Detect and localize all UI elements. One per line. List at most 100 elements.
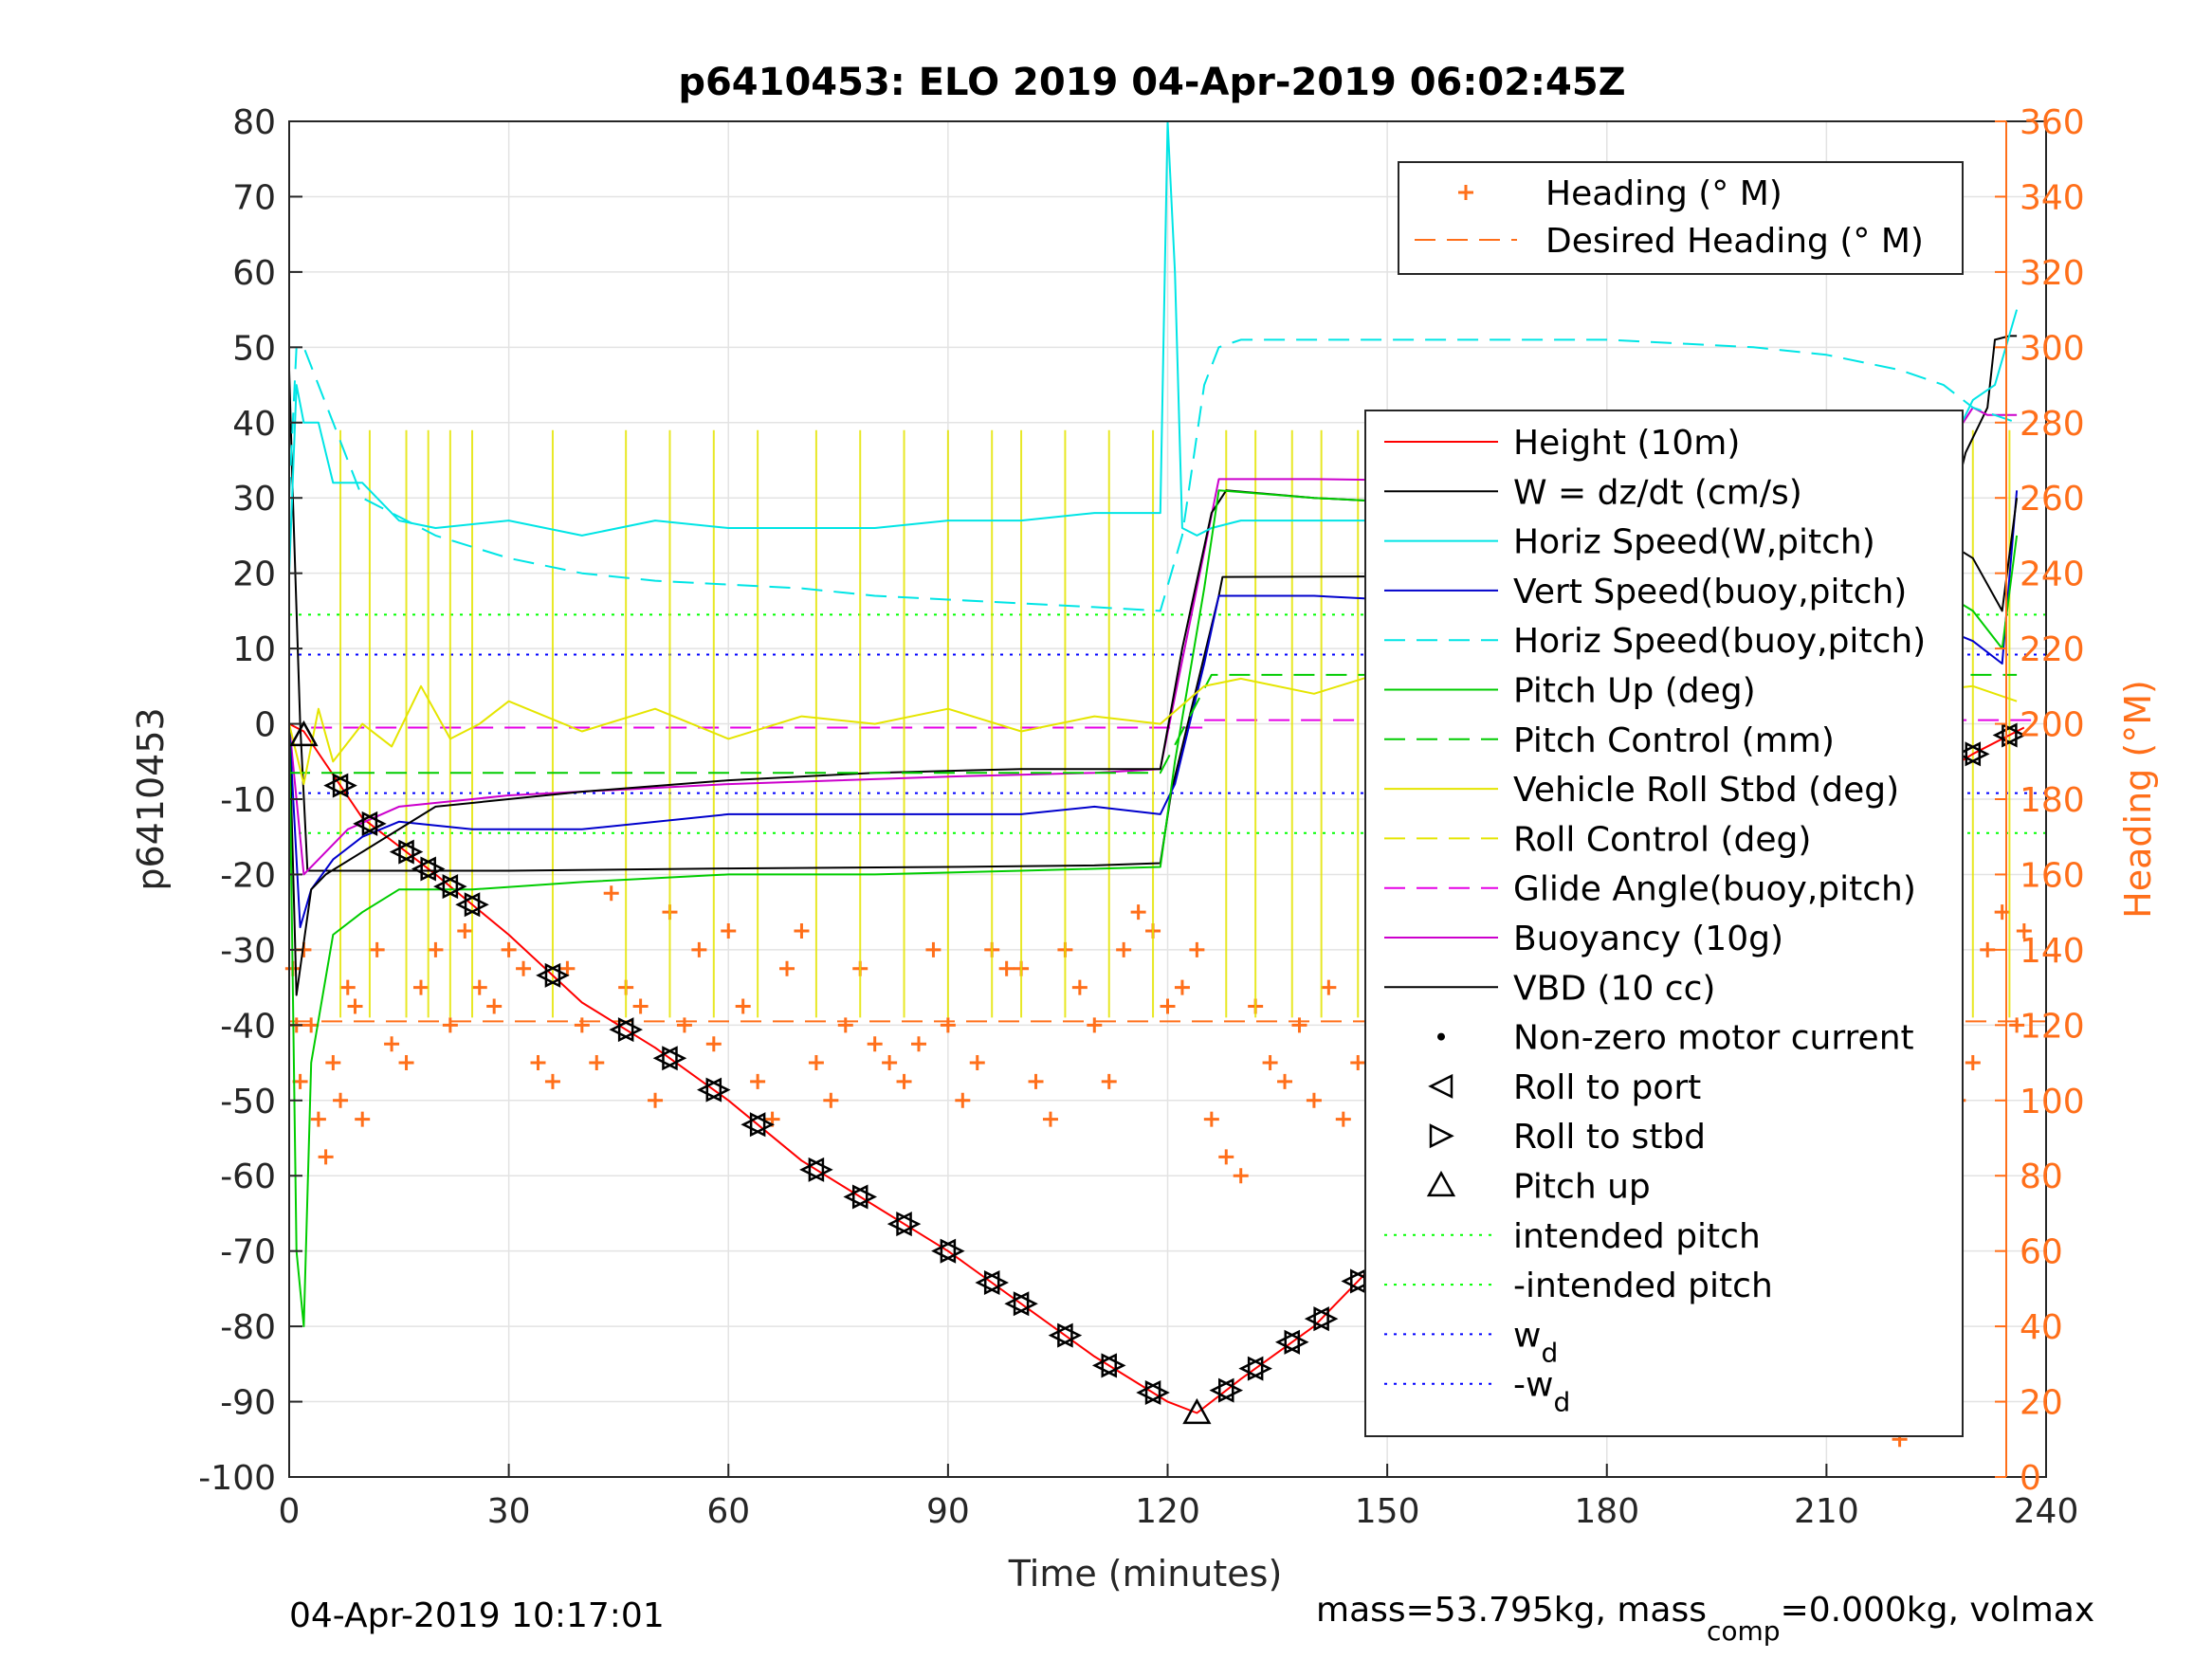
y-right-tick-label: 80 [2020,1158,2063,1196]
heading-point [676,1017,692,1033]
legend-label-main: Buoyancy (10g) [1513,920,1783,958]
roll-to-stbd-marker [662,1046,687,1071]
heading-point [867,1036,883,1052]
y-right-tick-label: 60 [2020,1233,2063,1272]
heading-point [1233,1168,1249,1184]
roll-to-stbd-marker [1965,741,1990,767]
legend-label: Horiz Speed(buoy,pitch) [1513,622,1926,661]
legend-label: Vehicle Roll Stbd (deg) [1513,771,1899,810]
heading-point [925,941,941,957]
legend-label-main: Vert Speed(buoy,pitch) [1513,573,1907,611]
heading-point [691,941,707,957]
roll-to-stbd-marker [1013,1291,1038,1317]
y-axis-label: p6410453 [130,707,172,890]
x-tick-label: 150 [1355,1492,1420,1531]
legend-label-main: VBD (10 cc) [1513,969,1715,1008]
legend-label: Pitch up [1513,1168,1651,1207]
series-line [289,673,2018,775]
y-tick-label: 40 [232,405,276,444]
legend-label: Pitch Up (deg) [1513,672,1756,711]
y-right-tick-label: 220 [2020,630,2085,669]
y-tick-label: 80 [232,103,276,142]
roll-to-stbd-marker [2002,722,2027,748]
y-right-axis-ticks: 0 20 40 60 80 100 120 140 160 180 200 220 240 260 280 3… [1995,103,2085,1498]
footer-mass-sub: comp [1707,1615,1781,1647]
roll-to-stbd-marker [1218,1377,1244,1403]
y-axis-ticks: -100-90-80-70-60-50-40-30-20-10010203040… [198,103,302,1498]
x-tick-label: 90 [926,1492,970,1531]
heading-point [1028,1073,1044,1089]
footer-mass-post: =0.000kg, volmax [1781,1591,2095,1630]
roll-to-port-marker [1955,741,1982,767]
heading-point [589,1055,605,1071]
heading-point [940,1017,956,1033]
legend-label: Roll to port [1513,1068,1701,1107]
legend-label: Heading (° M) [1545,174,1782,213]
heading-point [1335,1111,1351,1127]
y-tick-label: -50 [220,1083,276,1121]
roll-to-stbd-marker [896,1212,922,1237]
heading-point [779,960,795,976]
x-tick-label: 0 [279,1492,301,1531]
heading-point [1321,979,1337,995]
heading-point [384,1036,400,1052]
heading-point [750,1073,766,1089]
y-tick-label: -10 [220,781,276,820]
heading-point [457,923,473,939]
heading-point [516,960,532,976]
heading-point [398,1055,414,1071]
heading-point [1189,941,1205,957]
legend-label-main: Height (10m) [1513,424,1740,463]
y-right-tick-label: 180 [2020,781,2085,820]
roll-to-port-marker [1048,1322,1073,1348]
heading-point [808,1055,824,1071]
legend-label: -intended pitch [1513,1267,1773,1305]
heading-point [1101,1073,1117,1089]
heading-point [1174,979,1190,995]
legend-label-sub: d [1541,1337,1558,1368]
heading-point [369,941,385,957]
legend-main-box [1364,410,1964,1437]
heading-point [2009,1017,2025,1033]
y-right-tick-label: 320 [2020,254,2085,293]
heading-point [1042,1111,1058,1127]
legend-label-main: Roll Control (deg) [1513,820,1811,859]
y-tick-label: 20 [232,556,276,594]
roll-to-stbd-marker [1144,1379,1170,1406]
roll-to-stbd-marker [398,839,424,865]
heading-point [882,1055,898,1071]
legend-label-main: -w [1513,1366,1553,1405]
roll-to-port-marker [740,1112,766,1138]
roll-to-stbd-marker [332,773,357,798]
y-right-tick-label: 260 [2020,480,2085,519]
y-tick-label: 50 [232,329,276,368]
roll-to-stbd-marker [420,856,446,882]
heading-point [1130,904,1146,921]
heading-point [998,960,1015,976]
legend-label: Vert Speed(buoy,pitch) [1513,573,1907,611]
heading-point [530,1055,546,1071]
heading-point [1965,1055,1981,1071]
roll-to-port-marker [843,1184,868,1210]
y-right-tick-label: 280 [2020,405,2085,444]
heading-point [310,1111,326,1127]
y-right-tick-label: 0 [2020,1459,2041,1498]
series-line [288,338,2018,612]
heading-point [1116,941,1132,957]
legend-label-main: Glide Angle(buoy,pitch) [1513,870,1916,909]
legend-label: Glide Angle(buoy,pitch) [1513,870,1916,909]
roll-to-port-marker [1304,1306,1329,1332]
legend-label: W = dz/dt (cm/s) [1513,473,1802,512]
heading-point [632,998,649,1014]
heading-point [559,960,576,976]
x-tick-label: 120 [1135,1492,1200,1531]
y-right-tick-label: 240 [2020,556,2085,594]
y-right-tick-label: 300 [2020,329,2085,368]
legend-label-main: -intended pitch [1513,1267,1773,1305]
heading-point [1160,998,1176,1014]
heading-point [442,1017,458,1033]
legend-label-main: Heading (° M) [1545,174,1782,213]
legend-label-main: Roll to stbd [1513,1118,1706,1157]
heading-point [428,941,444,957]
